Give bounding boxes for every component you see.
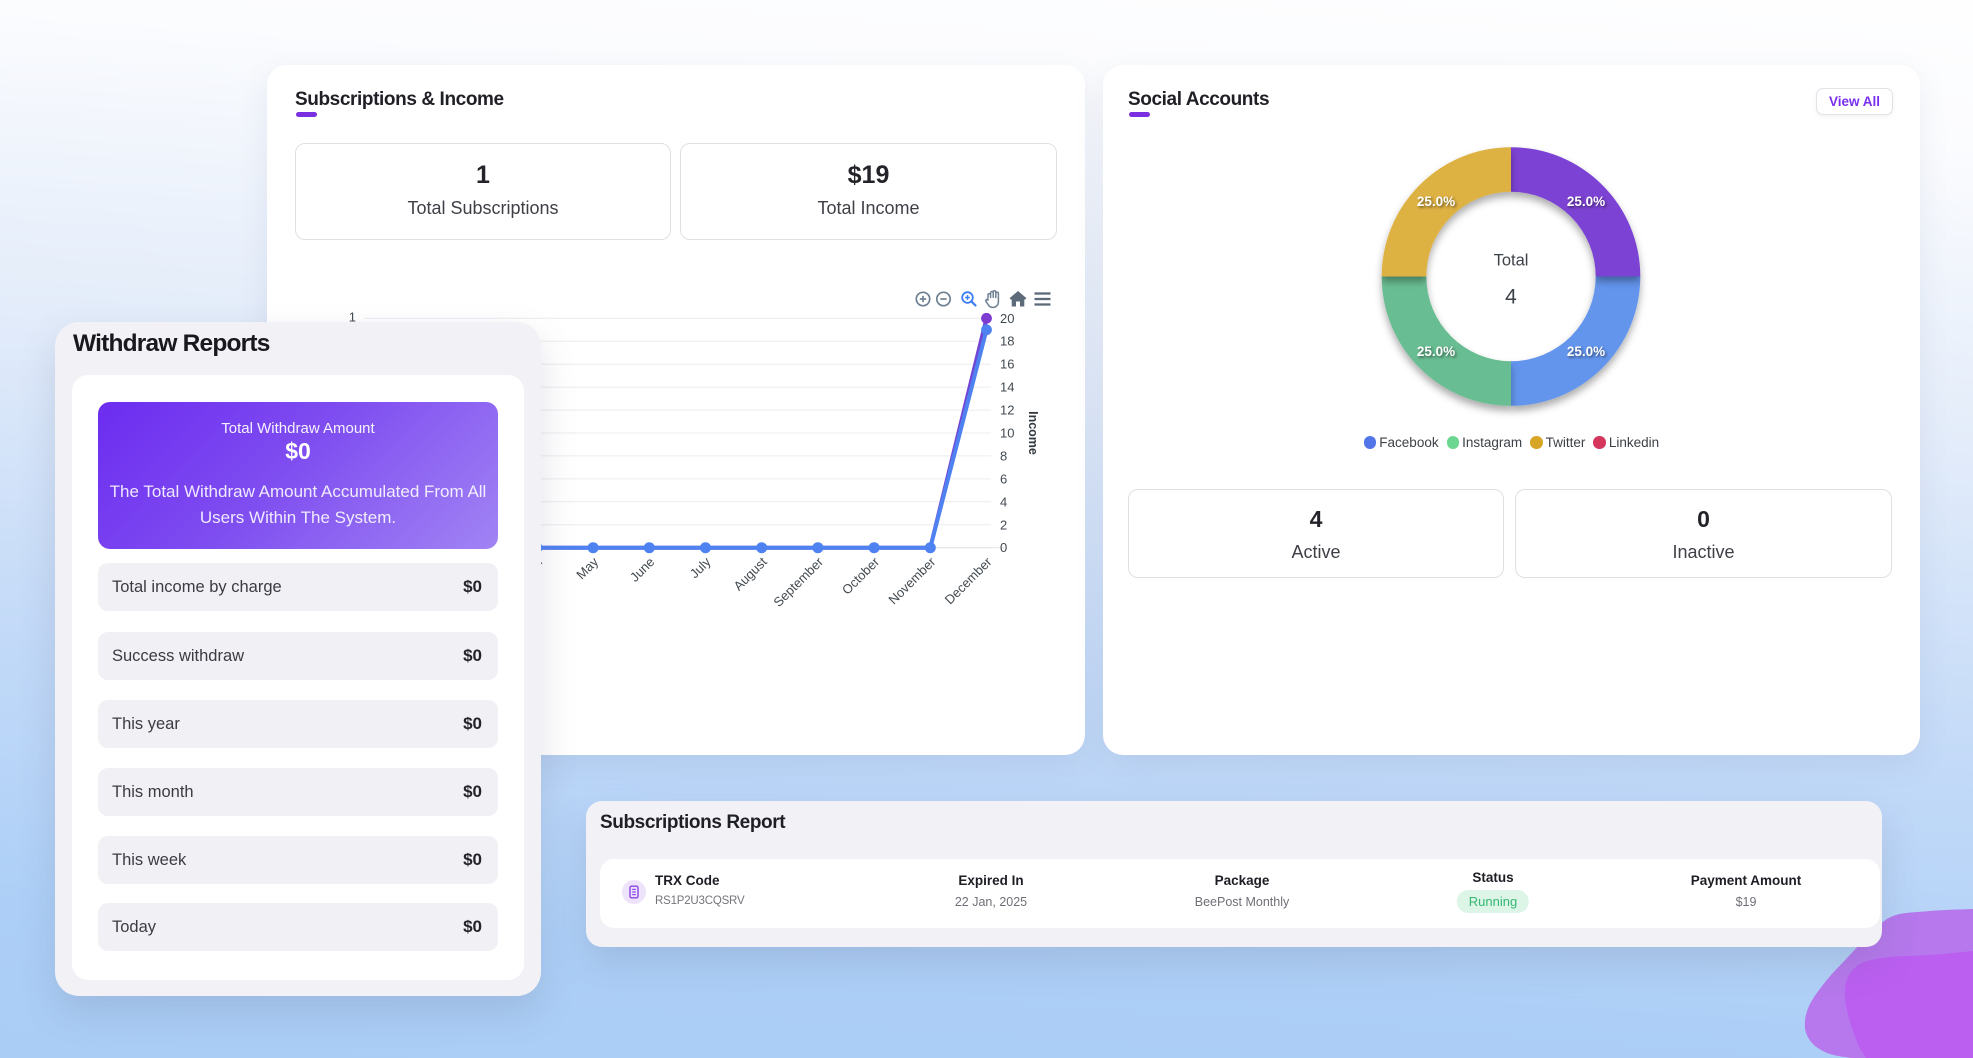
svg-text:September: September [770, 554, 826, 610]
svg-text:16: 16 [1000, 357, 1014, 372]
svg-text:25.0%: 25.0% [1417, 344, 1455, 359]
svg-text:6: 6 [1000, 471, 1007, 486]
svg-text:Income: Income [1026, 411, 1040, 455]
svg-text:8: 8 [1000, 448, 1007, 463]
svg-text:25.0%: 25.0% [1567, 344, 1605, 359]
svg-text:25.0%: 25.0% [1417, 194, 1455, 209]
svg-text:December: December [942, 554, 995, 607]
svg-text:July: July [687, 554, 714, 581]
svg-text:Total: Total [1494, 252, 1529, 270]
svg-text:August: August [731, 554, 770, 593]
svg-text:November: November [885, 554, 938, 607]
svg-text:25.0%: 25.0% [1567, 194, 1605, 209]
svg-text:2: 2 [1000, 517, 1007, 532]
svg-text:4: 4 [1000, 494, 1007, 509]
svg-text:1: 1 [349, 309, 356, 324]
svg-text:4: 4 [1505, 286, 1517, 309]
svg-text:0: 0 [1000, 540, 1007, 555]
svg-text:May: May [573, 554, 601, 582]
svg-text:10: 10 [1000, 426, 1014, 441]
svg-text:12: 12 [1000, 403, 1014, 418]
svg-text:20: 20 [1000, 311, 1014, 326]
svg-text:June: June [627, 554, 658, 585]
svg-text:18: 18 [1000, 334, 1014, 349]
svg-text:14: 14 [1000, 380, 1014, 395]
svg-text:October: October [839, 554, 883, 598]
